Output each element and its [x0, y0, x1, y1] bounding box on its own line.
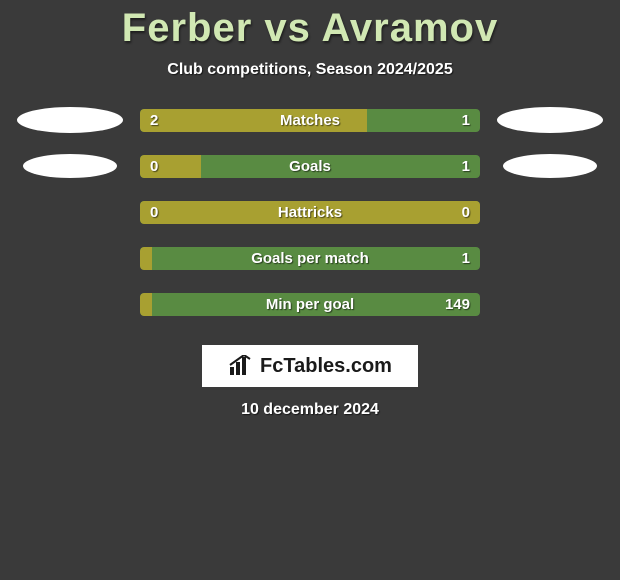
- player-left-ellipse: [17, 107, 123, 133]
- stat-value-right: 1: [462, 109, 470, 132]
- right-side-slot: [480, 154, 620, 178]
- player-right-ellipse: [497, 107, 603, 133]
- stat-rows: 2Matches10Goals10Hattricks0Goals per mat…: [0, 97, 620, 327]
- stat-row: 2Matches1: [0, 97, 620, 143]
- stat-value-right: 1: [462, 155, 470, 178]
- right-side-slot: [480, 107, 620, 133]
- stat-bar: 0Hattricks0: [140, 201, 480, 224]
- page-subtitle: Club competitions, Season 2024/2025: [0, 61, 620, 79]
- stat-label: Goals: [140, 155, 480, 178]
- stat-value-right: 0: [462, 201, 470, 224]
- stat-bar: Min per goal149: [140, 293, 480, 316]
- stat-row: Min per goal149: [0, 281, 620, 327]
- stat-label: Hattricks: [140, 201, 480, 224]
- page-title: Ferber vs Avramov: [0, 0, 620, 51]
- stat-label: Goals per match: [140, 247, 480, 270]
- chart-icon: [228, 355, 254, 377]
- stat-bar: 2Matches1: [140, 109, 480, 132]
- stat-row: 0Goals1: [0, 143, 620, 189]
- left-side-slot: [0, 107, 140, 133]
- player-left-ellipse: [23, 154, 117, 178]
- stat-row: 0Hattricks0: [0, 189, 620, 235]
- stat-row: Goals per match1: [0, 235, 620, 281]
- left-side-slot: [0, 154, 140, 178]
- footer-date: 10 december 2024: [0, 401, 620, 419]
- stat-label: Matches: [140, 109, 480, 132]
- stat-value-right: 1: [462, 247, 470, 270]
- logo-box: FcTables.com: [202, 345, 418, 387]
- logo-text: FcTables.com: [260, 355, 392, 378]
- stat-bar: 0Goals1: [140, 155, 480, 178]
- player-right-ellipse: [503, 154, 597, 178]
- stat-value-right: 149: [445, 293, 470, 316]
- stat-label: Min per goal: [140, 293, 480, 316]
- stat-bar: Goals per match1: [140, 247, 480, 270]
